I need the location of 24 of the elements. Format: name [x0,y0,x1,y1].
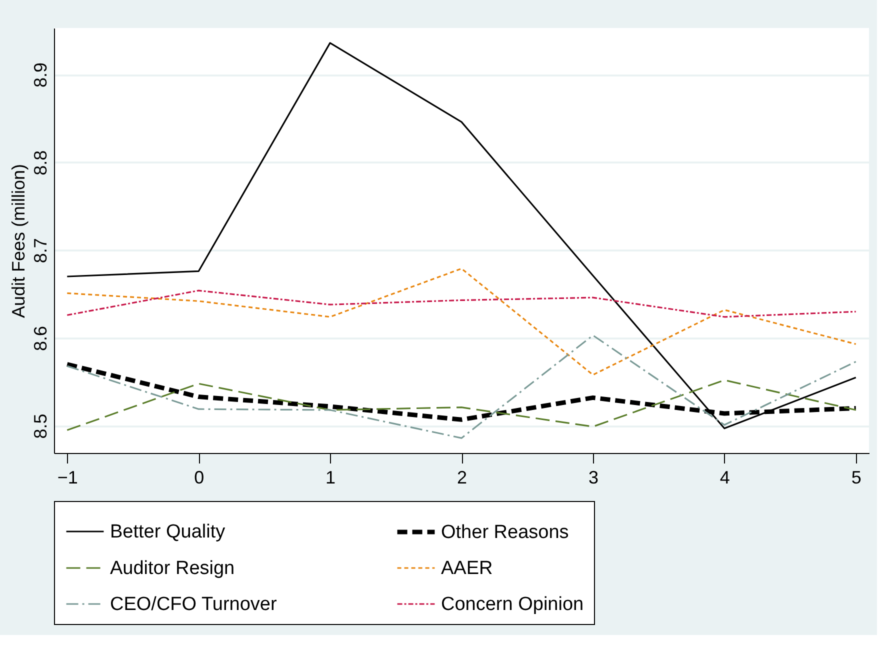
line-series [66,334,857,439]
legend-label: AAER [441,558,493,579]
x-tick-label: 5 [851,468,862,488]
y-tick-label: 8.9 [30,62,50,88]
x-tick-label: 2 [456,468,468,488]
y-tick-label: 8.8 [30,150,50,176]
line-series [66,42,857,430]
x-tick-label: 1 [326,468,336,488]
legend-label: Auditor Resign [110,558,235,579]
line-series [66,268,857,376]
legend-label: Better Quality [110,522,226,542]
x-tick-label: 0 [194,468,204,488]
y-axis-title: Audit Fees (million) [8,164,28,318]
legend-label: CEO/CFO Turnover [110,594,278,615]
y-tick-label: 8.6 [30,326,50,351]
x-tick-label: 4 [720,468,730,488]
y-tick-label: 8.5 [30,414,50,439]
line-series [66,290,857,318]
y-tick-label: 8.7 [30,238,50,264]
legend-label: Other Reasons [441,522,569,543]
x-tick-label: 3 [588,468,598,488]
x-tick-label: −1 [57,468,78,488]
line-series [66,379,857,431]
legend-label: Concern Opinion [441,594,584,615]
